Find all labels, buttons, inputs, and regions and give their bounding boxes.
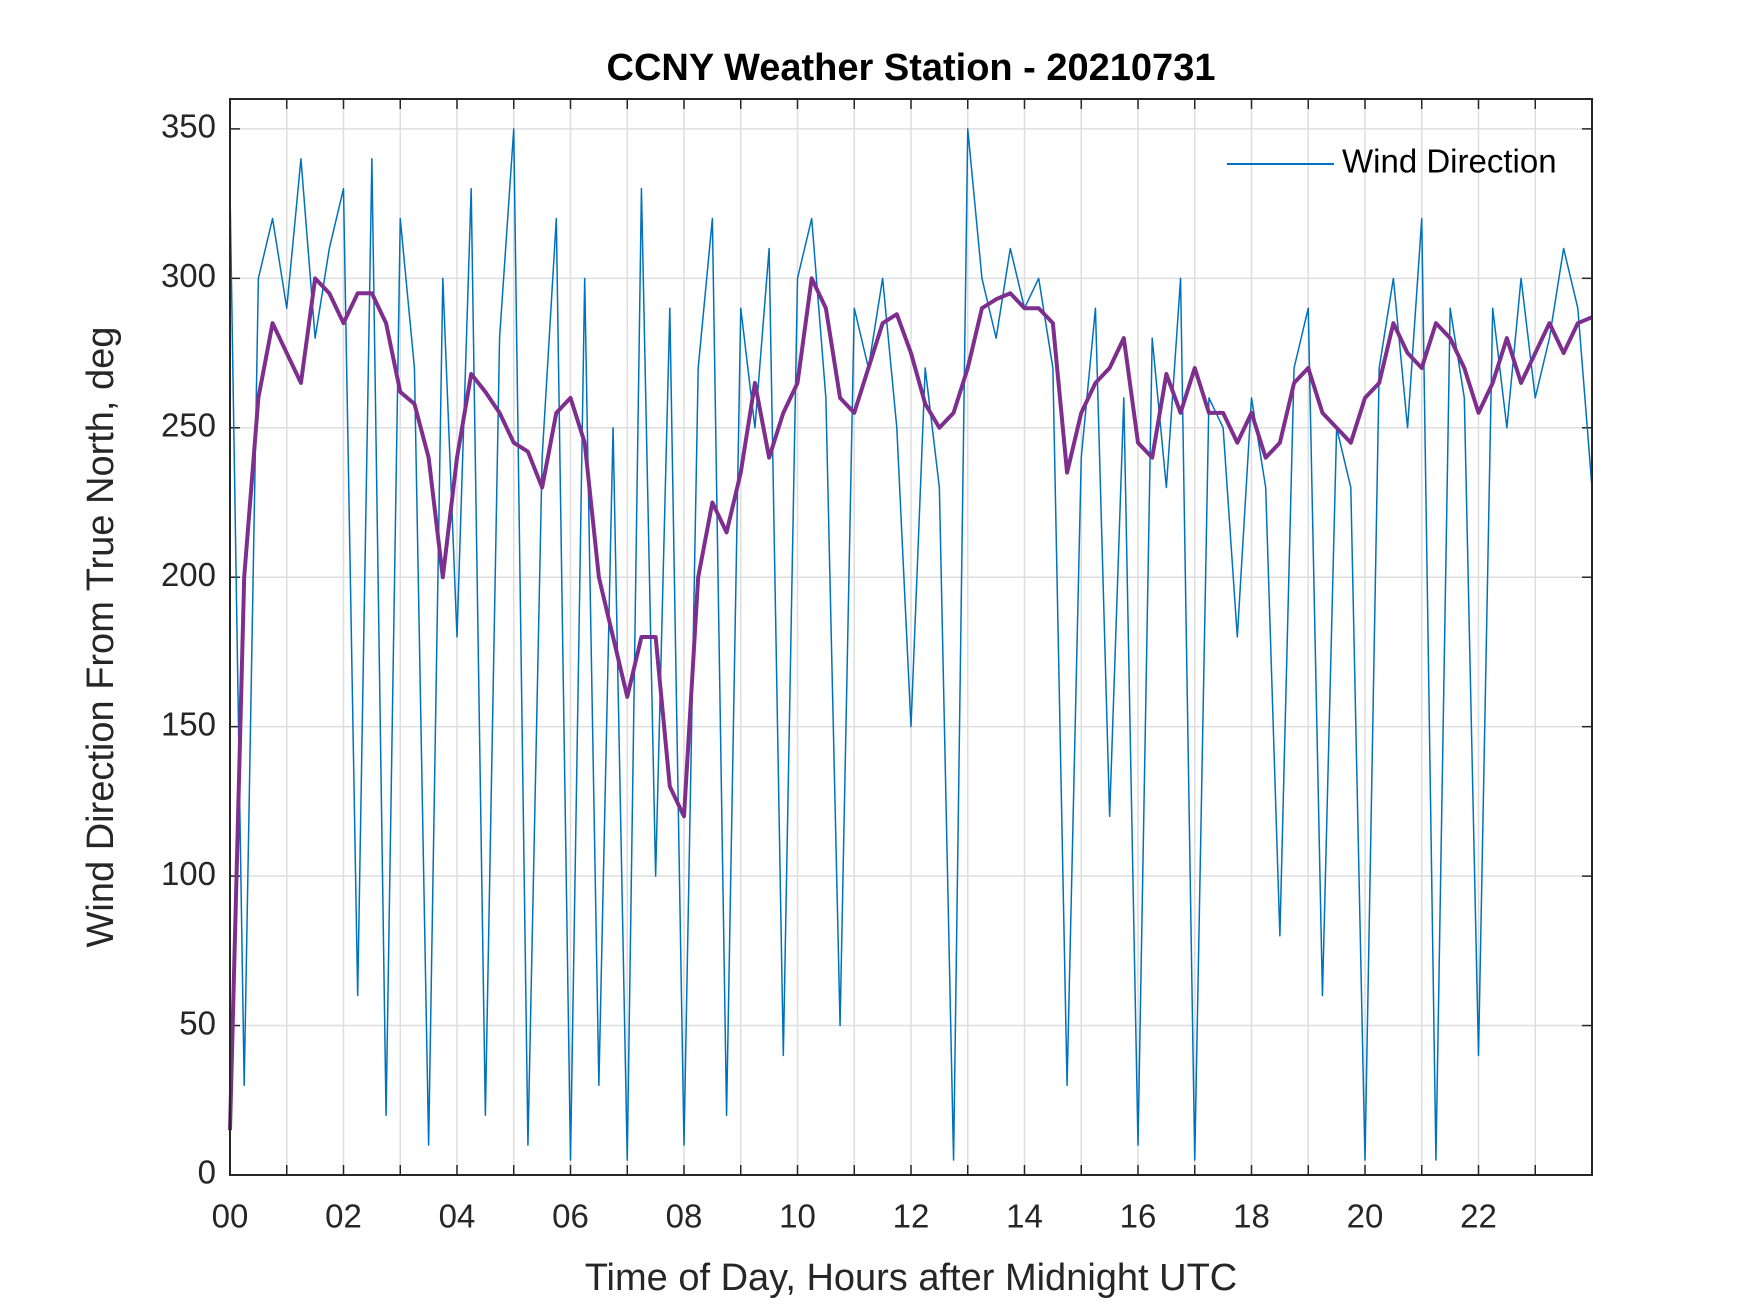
x-tick-label: 10 [779, 1198, 816, 1235]
y-tick-label: 250 [161, 406, 216, 443]
x-tick-label: 22 [1460, 1198, 1497, 1235]
x-tick-label: 06 [552, 1198, 589, 1235]
legend-label: Wind Direction [1342, 143, 1557, 180]
y-tick-label: 0 [198, 1154, 216, 1191]
x-tick-label: 18 [1233, 1198, 1270, 1235]
y-tick-label: 100 [161, 855, 216, 892]
x-tick-label: 14 [1006, 1198, 1043, 1235]
y-tick-label: 200 [161, 556, 216, 593]
y-tick-label: 50 [179, 1004, 216, 1041]
y-axis-label: Wind Direction From True North, deg [80, 327, 122, 948]
chart-title: CCNY Weather Station - 20210731 [607, 47, 1216, 89]
x-tick-label: 20 [1347, 1198, 1384, 1235]
x-tick-label: 00 [212, 1198, 249, 1235]
axes-box [229, 98, 1593, 1176]
y-tick-label: 300 [161, 257, 216, 294]
x-tick-label: 16 [1120, 1198, 1157, 1235]
x-tick-label: 04 [439, 1198, 476, 1235]
y-tick-label: 150 [161, 705, 216, 742]
x-tick-label: 08 [666, 1198, 703, 1235]
x-tick-label: 02 [325, 1198, 362, 1235]
x-tick-label: 12 [893, 1198, 930, 1235]
x-axis-label: Time of Day, Hours after Midnight UTC [585, 1257, 1238, 1299]
data-line [228, 276, 1593, 1131]
y-tick-label: 350 [161, 108, 216, 145]
data-line [229, 128, 1593, 1161]
